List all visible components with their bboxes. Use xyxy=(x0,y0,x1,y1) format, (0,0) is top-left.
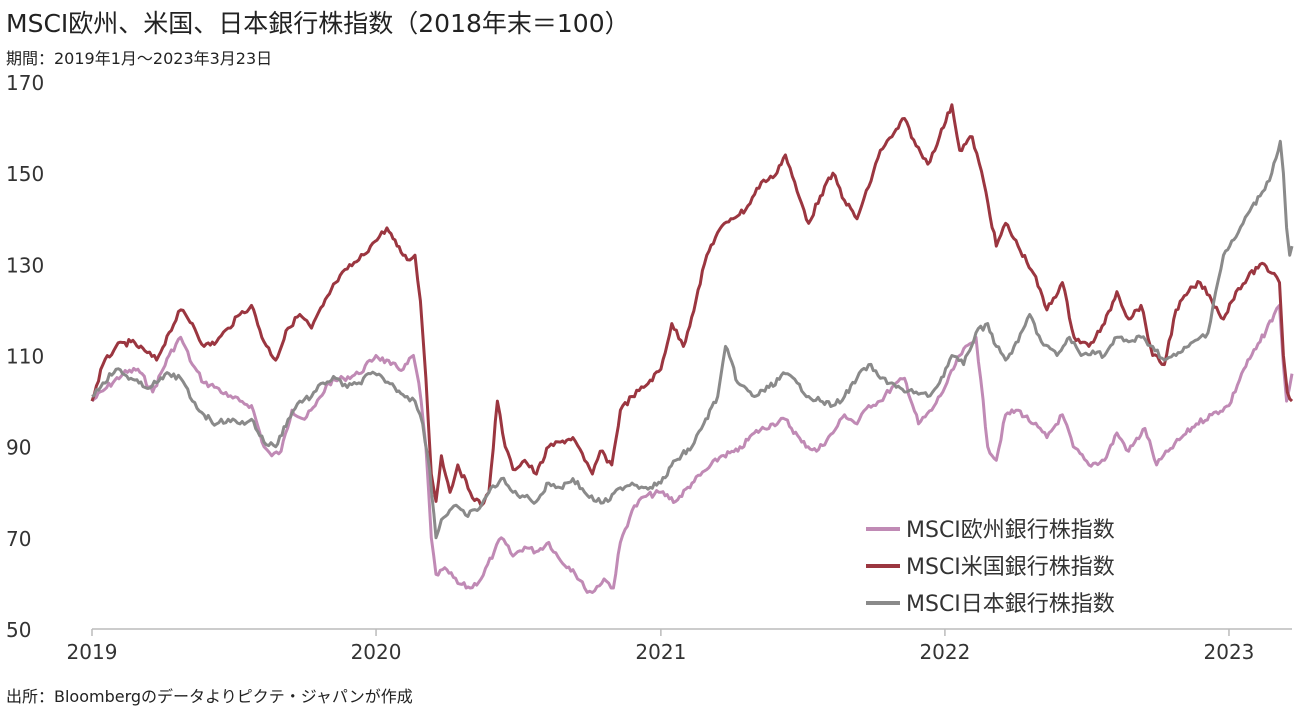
x-tick-label: 2023 xyxy=(1204,640,1255,664)
x-tick-label: 2019 xyxy=(67,640,118,664)
x-tick-label: 2020 xyxy=(351,640,402,664)
x-tick-label: 2022 xyxy=(919,640,970,664)
legend-label: MSCI日本銀行株指数 xyxy=(906,592,1115,617)
y-tick-label: 70 xyxy=(6,527,31,551)
y-tick-label: 110 xyxy=(6,345,44,369)
y-tick-label: 90 xyxy=(6,436,31,460)
y-tick-label: 50 xyxy=(6,618,31,642)
legend: MSCI欧州銀行株指数 MSCI米国銀行株指数 MSCI日本銀行株指数 xyxy=(866,518,1115,617)
x-axis-ticks: 2019 2020 2021 2022 2023 xyxy=(67,629,1255,664)
y-tick-label: 150 xyxy=(6,162,44,186)
y-axis-ticks: 170 150 130 110 90 70 50 xyxy=(6,71,44,642)
chart-subtitle: 期間：2019年1月～2023年3月23日 xyxy=(6,49,273,68)
legend-label: MSCI欧州銀行株指数 xyxy=(906,518,1115,543)
series-line-1 xyxy=(90,103,1294,508)
y-tick-label: 170 xyxy=(6,71,44,95)
y-tick-label: 130 xyxy=(6,253,44,277)
legend-label: MSCI米国銀行株指数 xyxy=(906,555,1115,580)
series-lines xyxy=(90,103,1294,594)
chart-title: MSCI欧州、米国、日本銀行株指数（2018年末＝100） xyxy=(6,9,630,38)
x-tick-label: 2021 xyxy=(635,640,686,664)
source-note: 出所：Bloombergのデータよりピクテ・ジャパンが作成 xyxy=(6,687,413,706)
series-line-2 xyxy=(91,139,1294,540)
